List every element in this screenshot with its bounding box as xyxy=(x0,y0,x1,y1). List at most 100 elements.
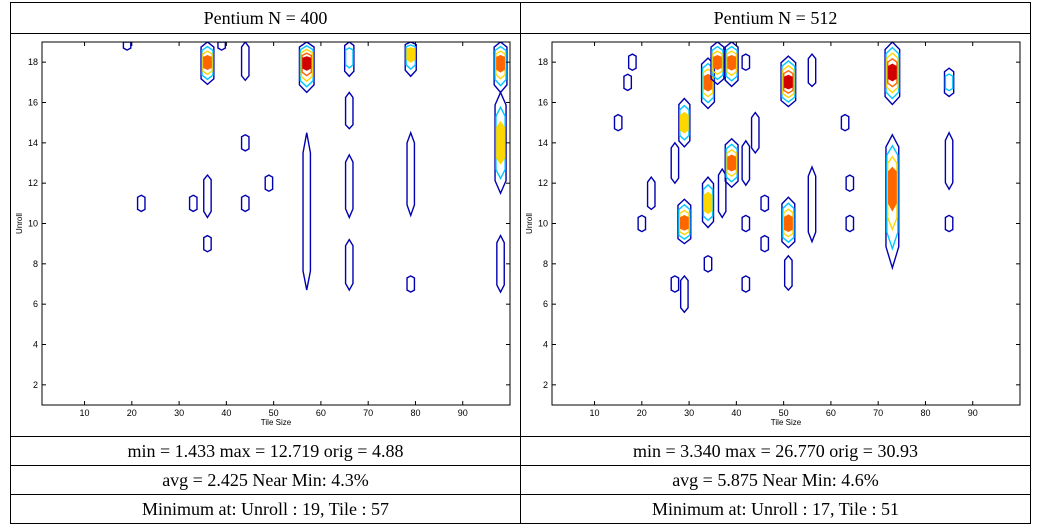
contour-line xyxy=(886,155,898,232)
contour-line xyxy=(844,174,854,193)
contour-line xyxy=(726,154,736,172)
contour-line xyxy=(405,47,415,63)
contour-line xyxy=(885,144,899,251)
contour-feature xyxy=(202,173,212,219)
panel-right-plot-cell: 10 20 30 40 50 60 70 80 90 2 4 6 8 10 12 14 16 18 Tile Siz… xyxy=(520,33,1031,437)
contour-line xyxy=(678,209,690,236)
x-tick-label: 60 xyxy=(315,408,325,418)
contour-line xyxy=(710,45,724,81)
contour-feature xyxy=(343,42,355,78)
contour-line xyxy=(636,214,646,233)
contour-feature xyxy=(405,275,415,293)
contour-feature xyxy=(298,42,315,94)
contour-line xyxy=(807,52,816,88)
contour-line xyxy=(887,166,897,212)
x-tick-label: 20 xyxy=(636,408,646,418)
contour-line xyxy=(679,274,689,314)
contour-line xyxy=(724,45,738,82)
contour-feature xyxy=(724,42,739,88)
contour-line xyxy=(709,42,725,86)
panel-left-avg: avg = 2.425 Near Min: 4.3% xyxy=(10,465,521,495)
contour-line xyxy=(807,165,816,244)
contour-feature xyxy=(240,194,250,213)
panel-left-minimum: Minimum at: Unroll : 19, Tile : 57 xyxy=(10,494,521,524)
contour-line xyxy=(726,54,736,71)
y-tick-label: 16 xyxy=(27,98,37,108)
contour-feature xyxy=(188,194,198,213)
contour-feature xyxy=(807,52,816,88)
contour-feature xyxy=(679,274,689,314)
contour-feature xyxy=(783,254,793,292)
contour-line xyxy=(136,194,146,213)
contour-feature xyxy=(724,137,739,189)
contour-line xyxy=(344,153,354,220)
contour-feature xyxy=(676,198,691,245)
y-tick-label: 6 xyxy=(542,299,547,309)
y-tick-label: 8 xyxy=(32,259,37,269)
contour-feature xyxy=(740,53,750,72)
contour-line xyxy=(724,42,739,88)
contour-line xyxy=(646,175,656,211)
contour-line xyxy=(780,196,795,249)
contour-line xyxy=(301,56,311,71)
contour-line xyxy=(703,191,712,215)
y-axis-label: Unroll xyxy=(525,213,534,234)
contour-line xyxy=(677,203,691,240)
contour-line xyxy=(887,63,897,82)
contour-line xyxy=(750,111,760,155)
contour-line xyxy=(885,52,899,94)
contour-feature xyxy=(844,174,854,193)
contour-line xyxy=(199,42,215,86)
contour-line xyxy=(725,50,737,77)
contour-line xyxy=(943,67,954,98)
contour-line xyxy=(188,194,198,213)
contour-group xyxy=(613,42,954,314)
contour-feature xyxy=(216,42,226,51)
contour-line xyxy=(201,50,213,76)
contour-feature xyxy=(404,42,417,78)
contour-feature xyxy=(944,214,953,233)
contour-line xyxy=(495,234,505,294)
contour-line xyxy=(781,202,795,244)
contour-line xyxy=(404,42,417,78)
contour-feature xyxy=(199,42,215,86)
contour-line xyxy=(622,73,632,92)
contour-line xyxy=(783,254,793,292)
contour-line xyxy=(678,104,690,141)
contour-feature xyxy=(136,194,146,213)
contour-feature xyxy=(613,113,623,132)
panel-right-minimum: Minimum at: Unroll : 17, Tile : 51 xyxy=(520,494,1031,524)
y-tick-label: 18 xyxy=(27,57,37,67)
panel-left-title: Pentium N = 400 xyxy=(10,2,521,34)
contour-feature xyxy=(807,165,816,244)
contour-line xyxy=(701,176,714,229)
contour-line xyxy=(783,214,793,232)
y-tick-label: 12 xyxy=(27,178,37,188)
contour-line xyxy=(613,113,623,132)
contour-line xyxy=(240,133,250,152)
contour-feature xyxy=(627,53,637,72)
contour-line xyxy=(405,275,415,293)
y-tick-label: 2 xyxy=(542,380,547,390)
contour-line xyxy=(779,55,796,108)
contour-line xyxy=(670,275,679,293)
contour-line xyxy=(740,214,750,233)
contour-line xyxy=(679,215,689,231)
contour-line xyxy=(300,52,312,77)
contour-line xyxy=(676,198,691,245)
contour-line xyxy=(883,42,900,106)
contour-line xyxy=(343,42,355,78)
x-tick-label: 50 xyxy=(778,408,788,418)
contour-feature xyxy=(750,111,760,155)
contour-feature xyxy=(943,67,954,98)
contour-feature xyxy=(703,254,712,273)
contour-feature xyxy=(883,42,900,106)
contour-feature xyxy=(344,153,354,220)
contour-feature xyxy=(405,130,415,218)
contour-feature xyxy=(240,42,250,82)
contour-line xyxy=(782,69,794,94)
contour-feature xyxy=(301,132,311,291)
contour-line xyxy=(679,111,689,134)
contour-line xyxy=(495,120,505,165)
x-tick-label: 70 xyxy=(363,408,373,418)
